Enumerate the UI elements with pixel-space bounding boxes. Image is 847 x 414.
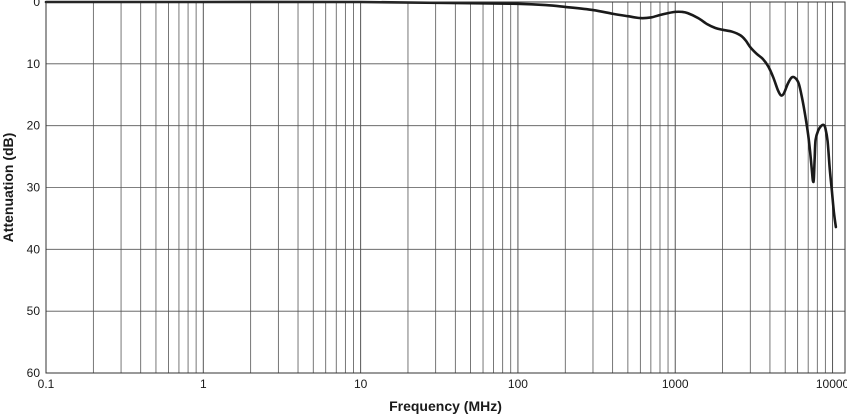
y-tick-labels: 0 10 20 30 40 50 60 — [27, 0, 41, 380]
y-tick-label: 0 — [33, 0, 40, 9]
x-tick-label: 100 — [508, 377, 528, 391]
y-tick-label: 60 — [27, 366, 41, 380]
y-tick-label: 50 — [27, 304, 41, 318]
x-tick-labels: 0.1 1 10 100 1000 10000 — [38, 377, 847, 391]
x-tick-label: 1 — [200, 377, 207, 391]
series-layer — [44, 0, 838, 229]
y-tick-label: 20 — [27, 119, 41, 133]
x-tick-label: 10 — [354, 377, 368, 391]
x-tick-label: 0.1 — [38, 377, 55, 391]
y-tick-label: 40 — [27, 242, 41, 256]
x-tick-label: 1000 — [662, 377, 689, 391]
y-tick-label: 10 — [27, 57, 41, 71]
attenuation-series-line-0 — [44, 0, 838, 229]
x-tick-label: 10000 — [816, 377, 847, 391]
x-axis-title: Frequency (MHz) — [389, 398, 502, 414]
y-tick-label: 30 — [27, 181, 41, 195]
plot-border — [45, 1, 846, 374]
y-axis-title: Attenuation (dB) — [0, 133, 16, 243]
grid-lines — [45, 1, 845, 374]
